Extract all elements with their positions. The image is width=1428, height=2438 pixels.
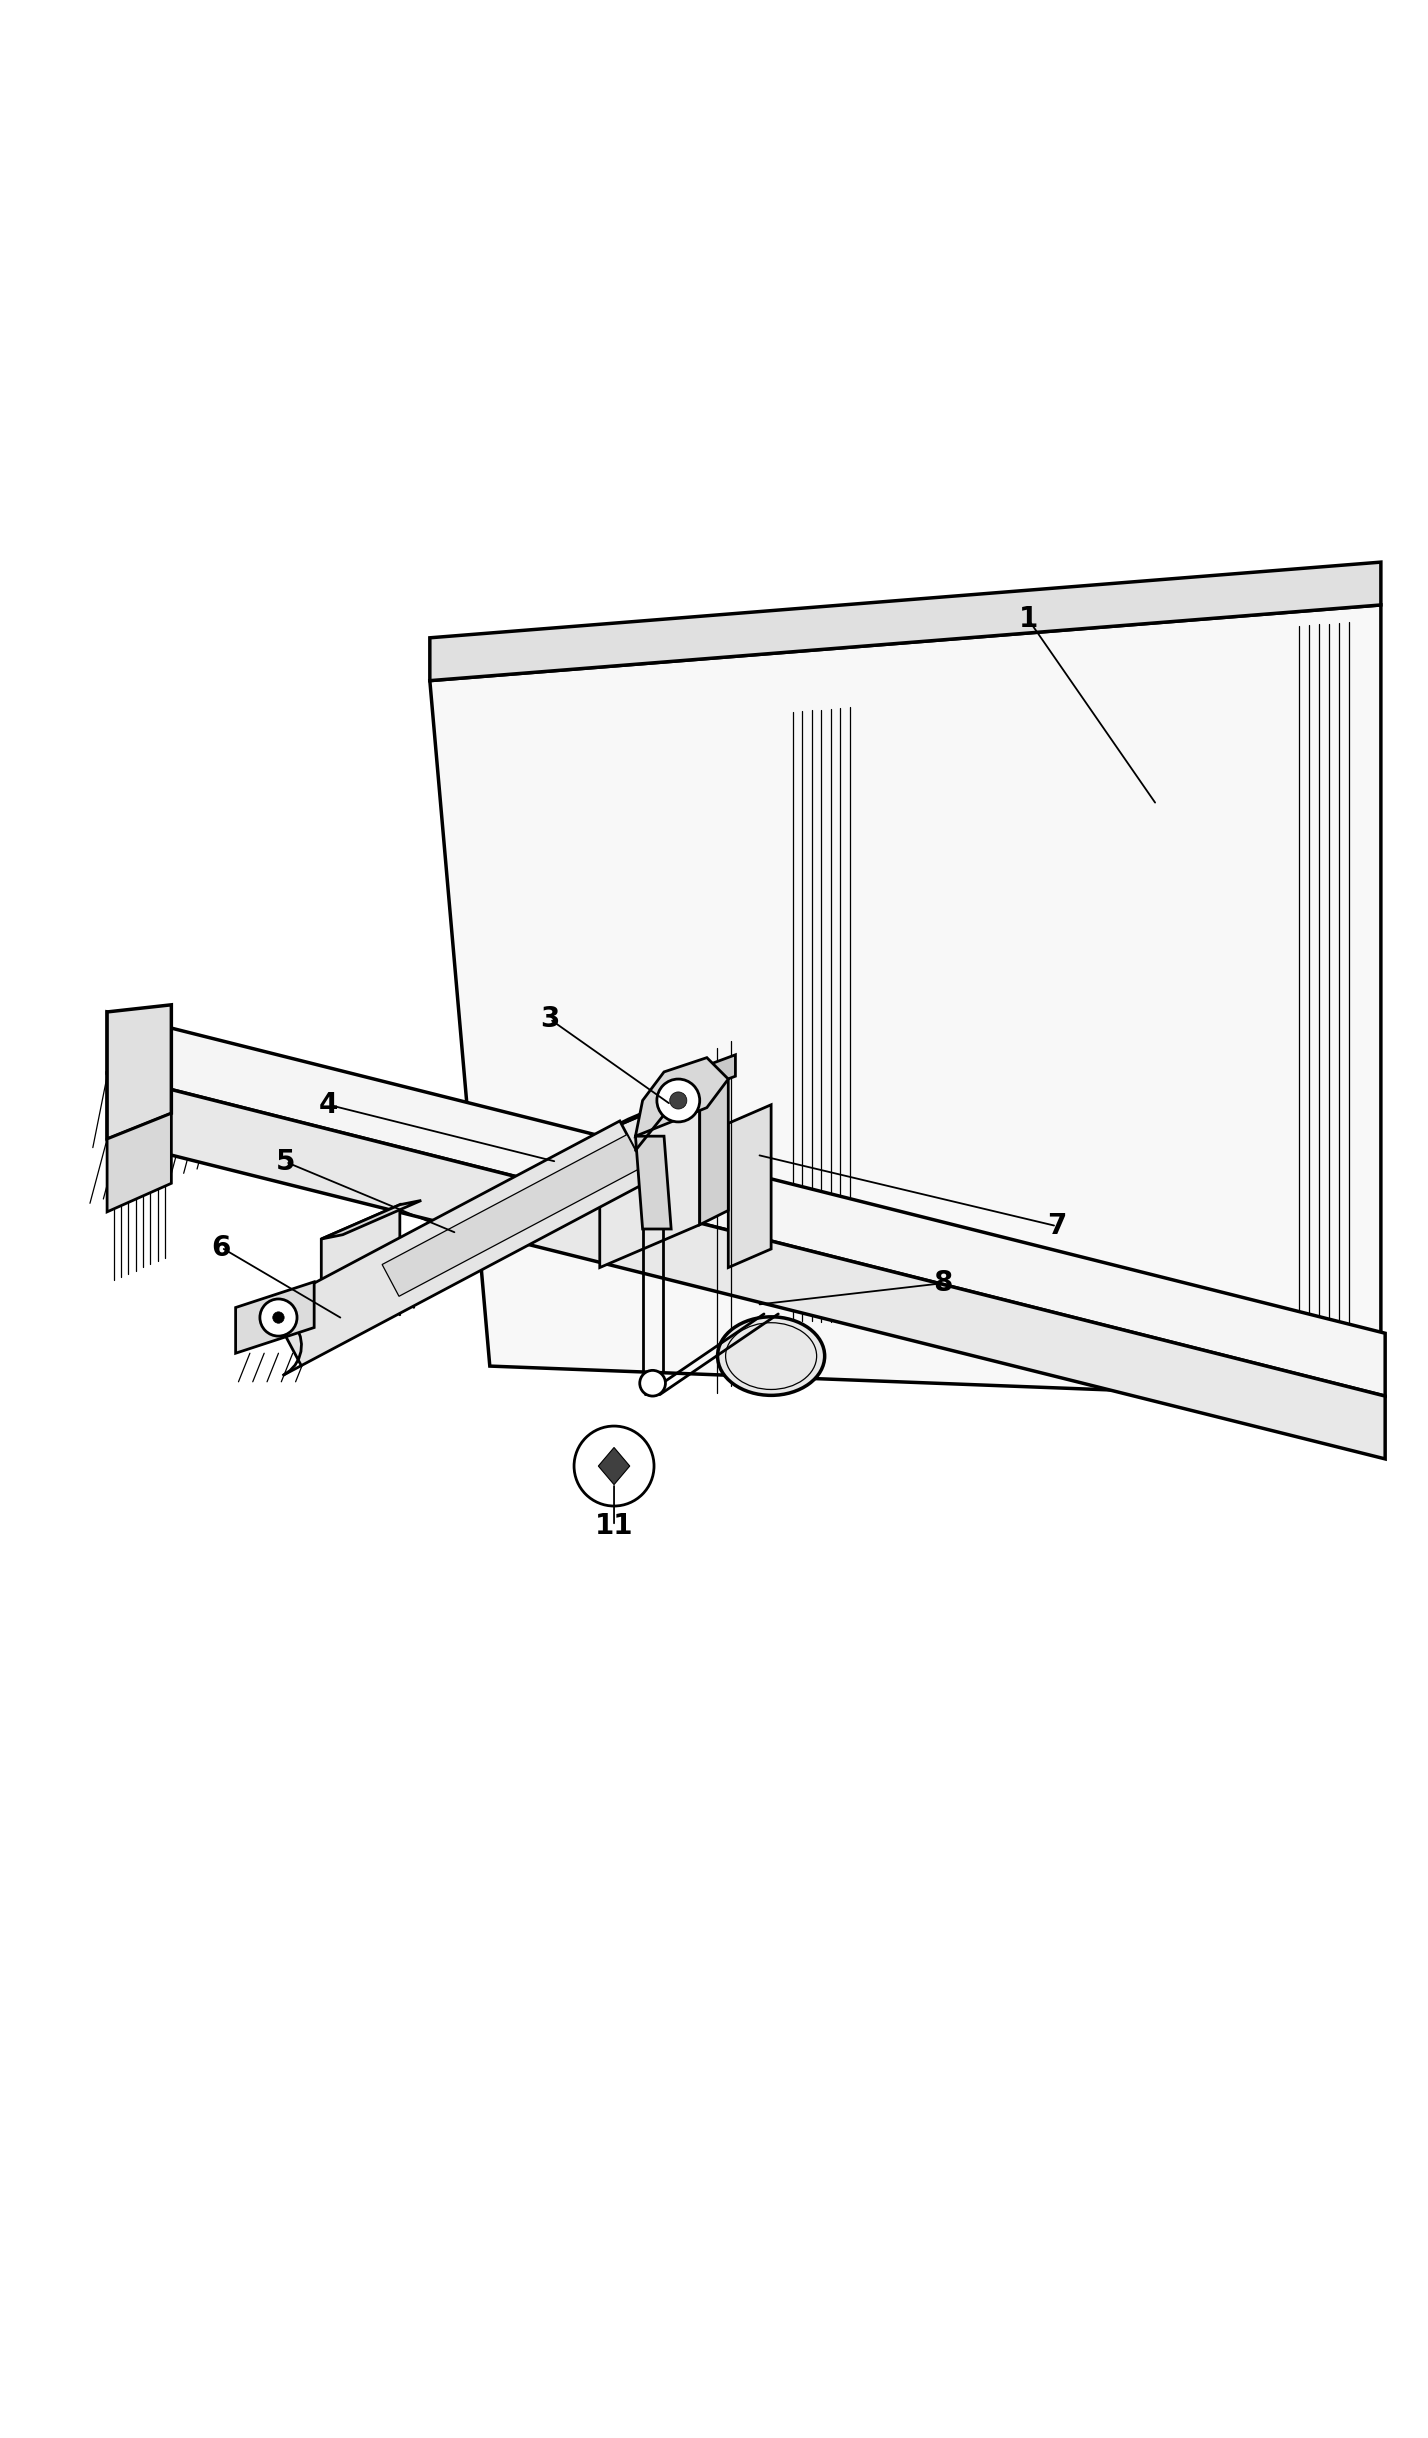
Text: 8: 8 (932, 1270, 952, 1297)
Text: 6: 6 (211, 1234, 231, 1260)
Circle shape (574, 1426, 654, 1507)
Polygon shape (321, 1204, 400, 1326)
Polygon shape (321, 1199, 421, 1239)
Circle shape (640, 1370, 665, 1397)
Polygon shape (430, 605, 1381, 1399)
Polygon shape (598, 1448, 630, 1485)
Polygon shape (600, 1075, 728, 1134)
Polygon shape (383, 1134, 644, 1297)
Polygon shape (635, 1058, 728, 1136)
Polygon shape (236, 1282, 314, 1353)
Polygon shape (430, 563, 1381, 680)
Circle shape (670, 1092, 687, 1109)
Polygon shape (635, 1136, 671, 1229)
Polygon shape (600, 1090, 700, 1268)
Circle shape (657, 1080, 700, 1121)
Polygon shape (107, 1012, 1385, 1397)
Polygon shape (270, 1121, 651, 1365)
Polygon shape (697, 1056, 735, 1090)
Text: 5: 5 (276, 1148, 296, 1175)
Text: 4: 4 (318, 1090, 338, 1119)
Text: 7: 7 (1047, 1212, 1067, 1241)
Text: 11: 11 (595, 1512, 633, 1541)
Polygon shape (700, 1075, 728, 1224)
Polygon shape (107, 1073, 1385, 1458)
Text: 3: 3 (540, 1004, 560, 1034)
Polygon shape (728, 1104, 771, 1268)
Circle shape (260, 1299, 297, 1336)
Text: 1: 1 (1018, 605, 1038, 634)
Ellipse shape (718, 1317, 825, 1395)
Circle shape (273, 1312, 284, 1324)
Polygon shape (107, 1004, 171, 1139)
Polygon shape (107, 1114, 171, 1212)
